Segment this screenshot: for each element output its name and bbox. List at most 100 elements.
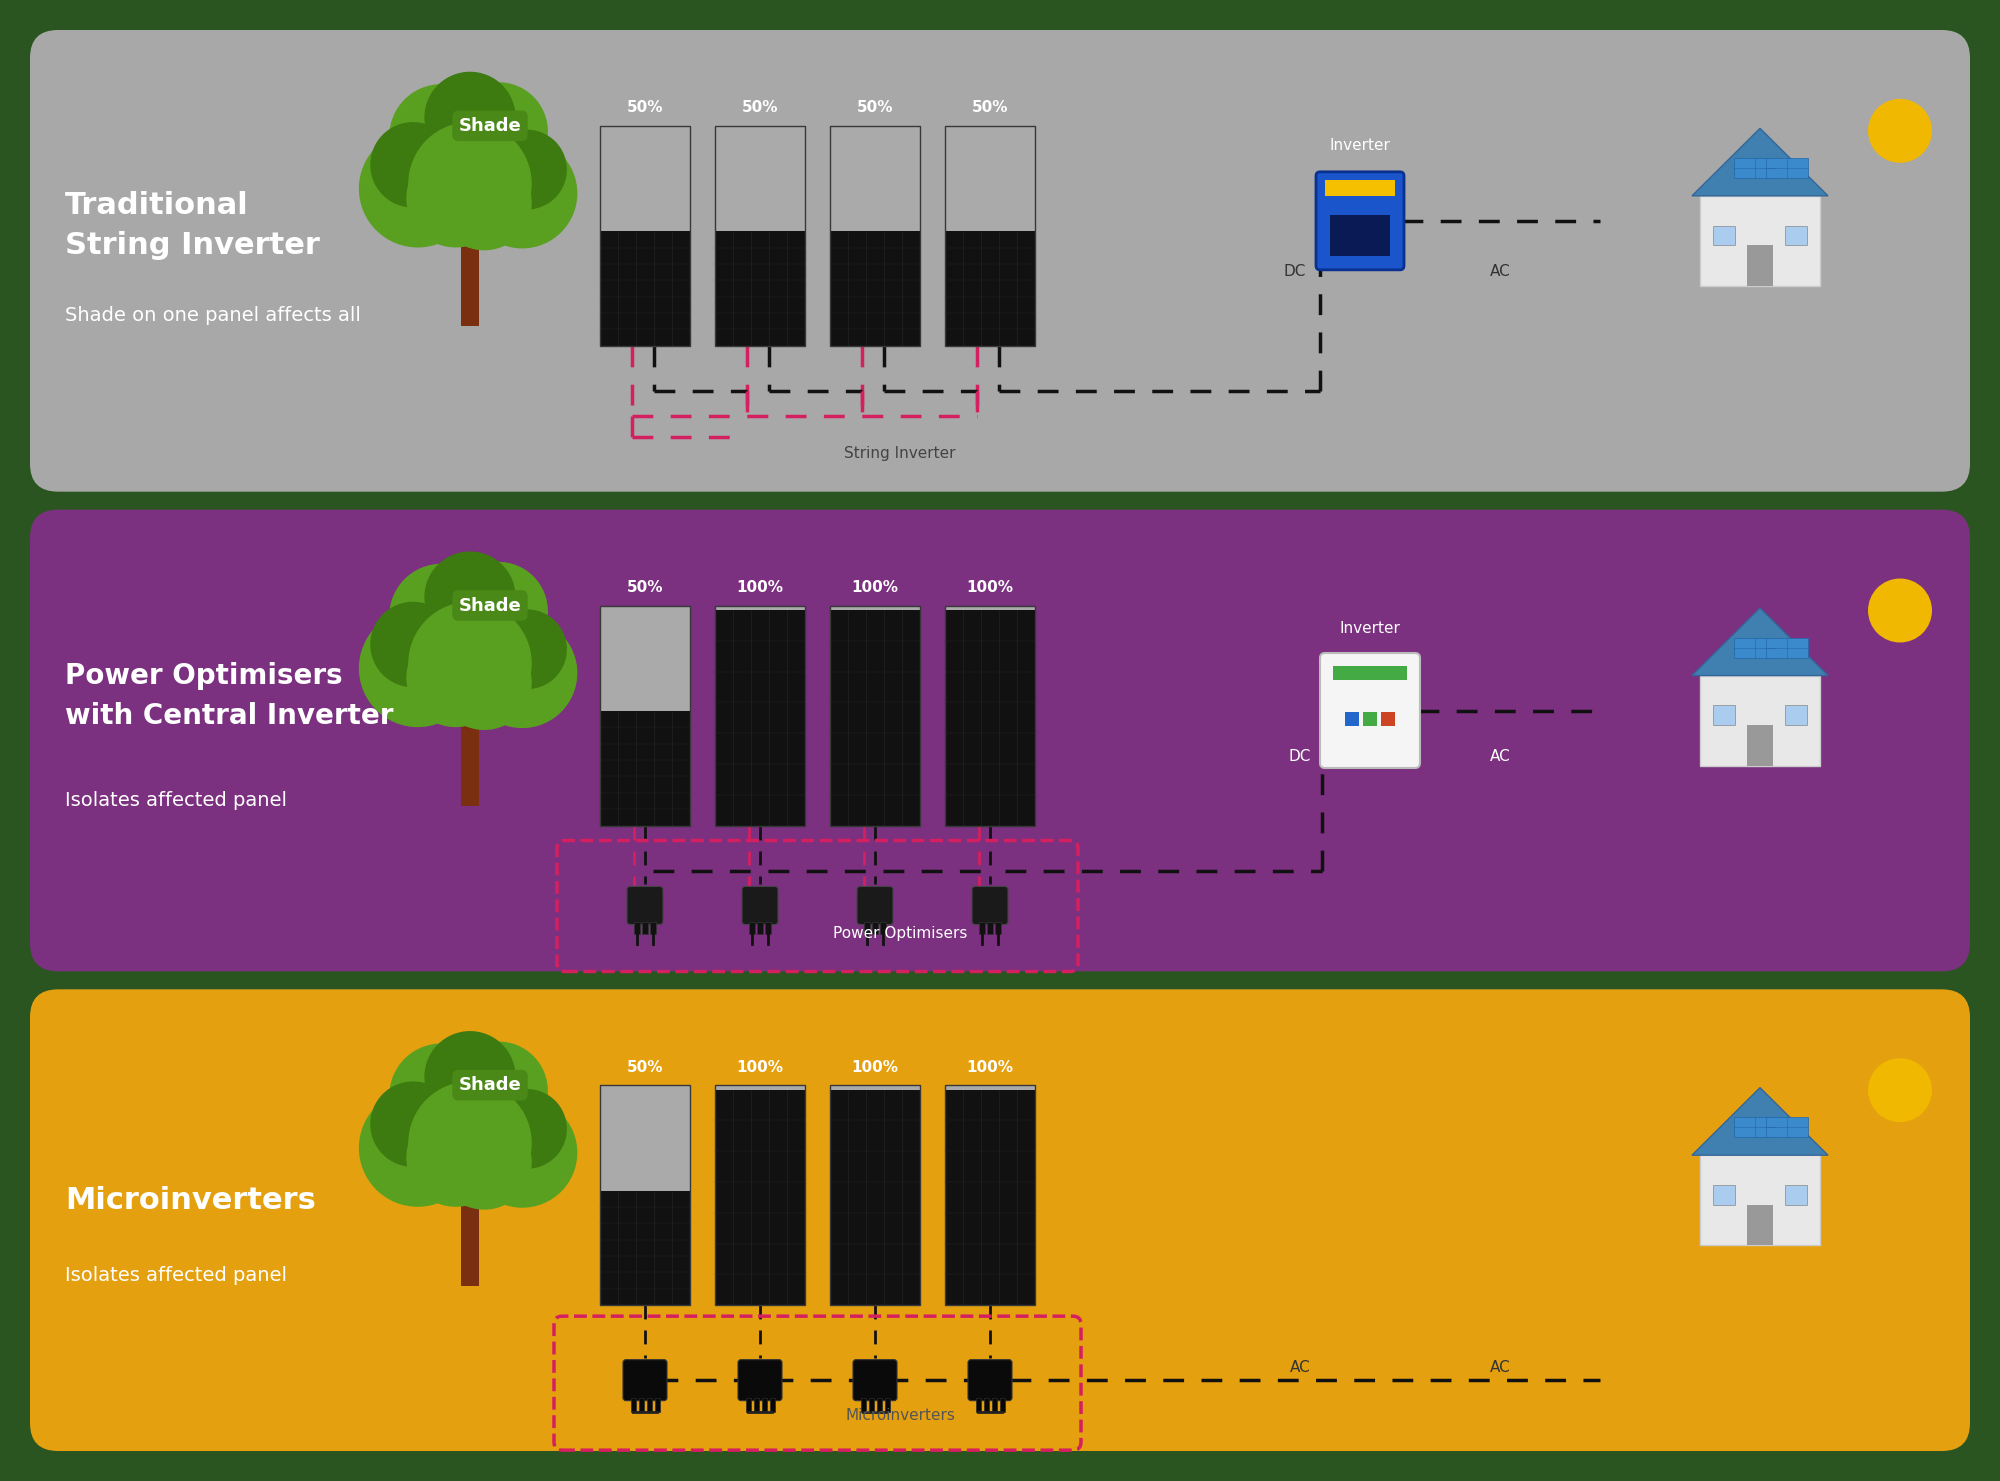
Circle shape <box>394 89 546 241</box>
Circle shape <box>394 569 546 720</box>
Bar <box>830 126 920 231</box>
Bar <box>756 921 764 933</box>
Text: Shade: Shade <box>458 597 522 615</box>
Bar <box>1734 1117 1776 1137</box>
Circle shape <box>1868 99 1932 163</box>
Bar <box>988 921 992 933</box>
Bar <box>830 126 920 347</box>
Text: AC: AC <box>1490 1360 1510 1376</box>
FancyBboxPatch shape <box>1320 653 1420 769</box>
Polygon shape <box>1692 129 1828 195</box>
Text: 50%: 50% <box>856 101 894 116</box>
Text: Shade: Shade <box>458 117 522 135</box>
Bar <box>650 921 656 933</box>
Circle shape <box>468 618 578 729</box>
Circle shape <box>1868 1057 1932 1123</box>
Bar <box>600 1086 690 1191</box>
Bar <box>992 1398 996 1411</box>
Text: DC: DC <box>1284 264 1306 278</box>
Text: AC: AC <box>1290 1360 1310 1376</box>
Bar <box>872 921 878 933</box>
Bar <box>1766 1117 1808 1137</box>
Circle shape <box>408 601 532 726</box>
Text: 100%: 100% <box>852 1060 898 1075</box>
Bar <box>1746 726 1774 766</box>
FancyBboxPatch shape <box>1316 172 1404 270</box>
Text: 50%: 50% <box>626 101 664 116</box>
Bar <box>868 1398 874 1411</box>
Circle shape <box>488 1089 566 1169</box>
Bar <box>1786 705 1806 726</box>
Circle shape <box>406 1108 506 1207</box>
Text: AC: AC <box>1490 748 1510 764</box>
Bar <box>716 1086 804 1305</box>
Bar <box>946 1086 1036 1305</box>
Polygon shape <box>1692 609 1828 675</box>
Bar <box>1344 711 1360 726</box>
Circle shape <box>468 1097 578 1208</box>
FancyBboxPatch shape <box>628 887 664 924</box>
Text: 50%: 50% <box>742 101 778 116</box>
Bar <box>716 126 804 347</box>
Bar <box>830 1086 920 1305</box>
Bar <box>746 1398 750 1411</box>
Bar <box>642 921 648 933</box>
Bar <box>1714 1185 1734 1204</box>
Bar <box>830 606 920 610</box>
Bar <box>462 1200 478 1286</box>
Bar <box>630 1398 636 1411</box>
Text: 100%: 100% <box>736 581 784 595</box>
Circle shape <box>370 601 456 687</box>
Bar <box>1332 666 1408 680</box>
Text: Microinverters: Microinverters <box>64 1186 316 1214</box>
Bar <box>1364 711 1376 726</box>
Bar <box>600 606 690 711</box>
Bar <box>830 126 920 347</box>
Bar <box>946 126 1036 347</box>
Bar <box>1786 1185 1806 1204</box>
FancyBboxPatch shape <box>742 887 778 924</box>
Text: Isolates affected panel: Isolates affected panel <box>64 1266 288 1284</box>
Text: with Central Inverter: with Central Inverter <box>64 702 394 730</box>
Circle shape <box>390 84 494 188</box>
Bar <box>1714 705 1734 726</box>
FancyBboxPatch shape <box>30 30 1970 492</box>
Text: 100%: 100% <box>966 1060 1014 1075</box>
Bar <box>770 1398 774 1411</box>
Text: String Inverter: String Inverter <box>844 446 956 461</box>
Circle shape <box>406 148 506 247</box>
Bar <box>716 606 804 825</box>
Bar <box>716 606 804 825</box>
FancyBboxPatch shape <box>624 1360 668 1401</box>
Circle shape <box>358 609 476 727</box>
Bar <box>716 606 804 610</box>
Circle shape <box>370 1081 456 1167</box>
FancyBboxPatch shape <box>738 1360 782 1401</box>
Bar <box>1766 638 1808 658</box>
Circle shape <box>424 551 516 643</box>
Text: AC: AC <box>1490 264 1510 278</box>
Text: 50%: 50% <box>626 1060 664 1075</box>
Bar <box>600 126 690 347</box>
Text: Isolates affected panel: Isolates affected panel <box>64 791 288 810</box>
Bar <box>764 921 772 933</box>
Text: Inverter: Inverter <box>1340 621 1400 635</box>
Bar <box>646 1398 652 1411</box>
Bar <box>1714 225 1734 246</box>
Bar <box>716 1086 804 1305</box>
Circle shape <box>450 81 548 181</box>
Circle shape <box>424 1031 516 1123</box>
Circle shape <box>436 156 532 250</box>
Text: 100%: 100% <box>852 581 898 595</box>
Circle shape <box>408 1081 532 1206</box>
Bar <box>880 921 886 933</box>
Bar <box>762 1398 766 1411</box>
Bar <box>634 921 640 933</box>
Circle shape <box>488 130 566 209</box>
Bar <box>946 1086 1036 1090</box>
Text: Inverter: Inverter <box>1330 138 1390 154</box>
Bar <box>830 606 920 825</box>
FancyBboxPatch shape <box>968 1360 1012 1401</box>
Circle shape <box>468 138 578 249</box>
Bar <box>1734 158 1776 178</box>
